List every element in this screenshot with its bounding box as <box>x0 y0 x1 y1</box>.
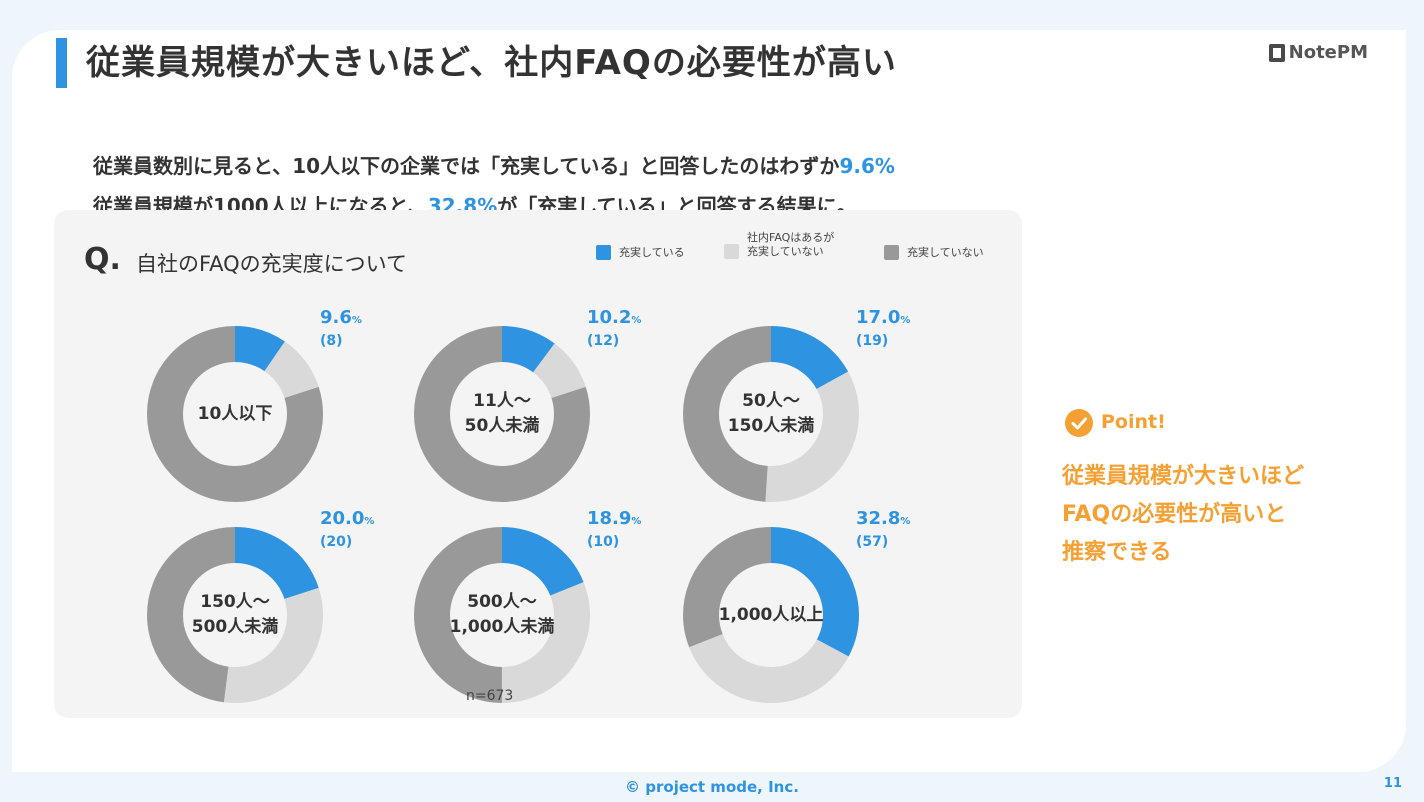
donut-slice-0-2 <box>147 326 323 502</box>
donut-category-line1-1: 11人～ <box>473 391 531 411</box>
donut-slice-5-1 <box>683 527 859 703</box>
donut-category-line1-4: 500人～ <box>467 592 537 612</box>
chart-panel: Q. 自社のFAQの充実度について 充実している 社内FAQはあるが 充実してい… <box>54 210 1022 718</box>
donut-category-line2-2: 150人未満 <box>727 416 815 436</box>
donut-pct-unit-2: % <box>900 315 911 326</box>
donut-value-label-5: 32.8% (57) <box>856 509 910 552</box>
donut-chart-2 <box>683 326 859 502</box>
legend-item-not-satisfied: 充実していない <box>884 244 984 260</box>
donut-count-5: (57) <box>856 534 889 550</box>
donut-slice-1-2 <box>414 326 590 502</box>
donut-pct-0: 9.6 <box>320 307 352 328</box>
legend-item-satisfied: 充実している <box>596 244 685 260</box>
donut-pct-2: 17.0 <box>856 307 901 328</box>
question-mark: Q. <box>84 242 121 277</box>
donut-value-label-0: 9.6% (8) <box>320 308 362 351</box>
legend-label-not-satisfied: 充実していない <box>907 246 984 259</box>
point-line-2: FAQの必要性が高いと <box>1062 502 1287 527</box>
lead-line-1-highlight: 9.6% <box>839 154 895 178</box>
donut-pct-unit-0: % <box>351 315 362 326</box>
title-accent-bar <box>56 38 67 88</box>
legend-item-partial: 社内FAQはあるが 充実していない <box>724 231 834 259</box>
donut-count-1: (12) <box>587 333 620 349</box>
donut-pct-3: 20.0 <box>320 508 365 529</box>
page-number: 11 <box>1383 776 1402 791</box>
legend-swatch-not-satisfied <box>884 244 899 260</box>
donut-slice-3-1 <box>147 527 323 703</box>
sample-size-note: n=673 <box>466 688 514 704</box>
donut-value-label-2: 17.0% (19) <box>856 308 910 351</box>
donut-pct-5: 32.8 <box>856 508 901 529</box>
legend-swatch-satisfied <box>596 244 611 260</box>
donut-value-label-1: 10.2% (12) <box>587 308 641 351</box>
donut-pct-unit-3: % <box>364 516 375 527</box>
legend-swatch-partial <box>724 244 739 259</box>
donut-count-0: (8) <box>320 333 343 349</box>
donut-category-line1-2: 50人～ <box>742 391 800 411</box>
donut-center-label-1: 11人～ 50人未満 <box>432 389 572 439</box>
donut-category-line2-1: 50人未満 <box>464 416 540 436</box>
point-label: Point! <box>1101 411 1166 433</box>
donut-count-4: (10) <box>587 534 620 550</box>
legend-label-partial-line1: 社内FAQはあるが <box>747 230 835 244</box>
legend-label-partial-line2: 充実していない <box>747 244 824 258</box>
donut-slice-4-2 <box>414 527 590 703</box>
donut-slice-2-1 <box>683 326 859 502</box>
donut-center-label-0: 10人以下 <box>165 402 305 427</box>
donut-value-label-4: 18.9% (10) <box>587 509 641 552</box>
donut-count-2: (19) <box>856 333 889 349</box>
donut-slice-2-2 <box>683 326 859 502</box>
point-text: 従業員規模が大きいほど FAQの必要性が高いと 推察できる <box>1062 458 1304 572</box>
donut-chart-0 <box>147 326 323 502</box>
donut-center-label-5: 1,000人以上 <box>701 603 841 628</box>
donut-category-line1-5: 1,000人以上 <box>718 605 824 625</box>
donut-category-line2-3: 500人未満 <box>191 617 279 637</box>
donut-chart-3 <box>147 527 323 703</box>
point-line-3: 推察できる <box>1062 540 1172 565</box>
donut-category-line1-3: 150人～ <box>200 592 270 612</box>
legend-label-satisfied: 充実している <box>619 246 685 259</box>
donut-chart-5 <box>683 527 859 703</box>
lead-line-1-text: 従業員数別に見ると、10人以下の企業では「充実している」と回答したのはわずか <box>93 154 840 178</box>
donut-count-3: (20) <box>320 534 353 550</box>
legend-label-partial: 社内FAQはあるが 充実していない <box>747 231 834 259</box>
donut-category-line1-0: 10人以下 <box>197 404 273 424</box>
page-title: 従業員規模が大きいほど、社内FAQの必要性が高い <box>86 43 897 83</box>
point-line-1: 従業員規模が大きいほど <box>1062 464 1305 489</box>
donut-slice-4-1 <box>414 527 590 703</box>
donut-chart-1 <box>414 326 590 502</box>
donut-pct-unit-5: % <box>900 516 911 527</box>
copyright: © project mode, Inc. <box>625 778 799 796</box>
donut-value-label-3: 20.0% (20) <box>320 509 374 552</box>
question-text: 自社のFAQの充実度について <box>136 252 408 276</box>
donut-slice-5-2 <box>683 527 859 703</box>
donut-slice-3-2 <box>147 527 323 703</box>
donut-pct-unit-1: % <box>631 315 642 326</box>
donut-category-line2-4: 1,000人未満 <box>449 617 555 637</box>
check-circle-icon <box>1065 409 1093 437</box>
donut-pct-unit-4: % <box>631 516 642 527</box>
donut-center-label-4: 500人～ 1,000人未満 <box>432 590 572 640</box>
donut-pct-1: 10.2 <box>587 307 632 328</box>
notepm-logo-icon <box>1268 43 1285 62</box>
lead-line-1: 従業員数別に見ると、10人以下の企業では「充実している」と回答したのはわずか9.… <box>93 150 895 179</box>
notepm-logo: NotePM <box>1268 42 1368 63</box>
donut-pct-4: 18.9 <box>587 508 632 529</box>
donut-chart-4 <box>414 527 590 703</box>
logo-text: NotePM <box>1288 42 1368 63</box>
donut-center-label-2: 50人～ 150人未満 <box>701 389 841 439</box>
donut-center-label-3: 150人～ 500人未満 <box>165 590 305 640</box>
